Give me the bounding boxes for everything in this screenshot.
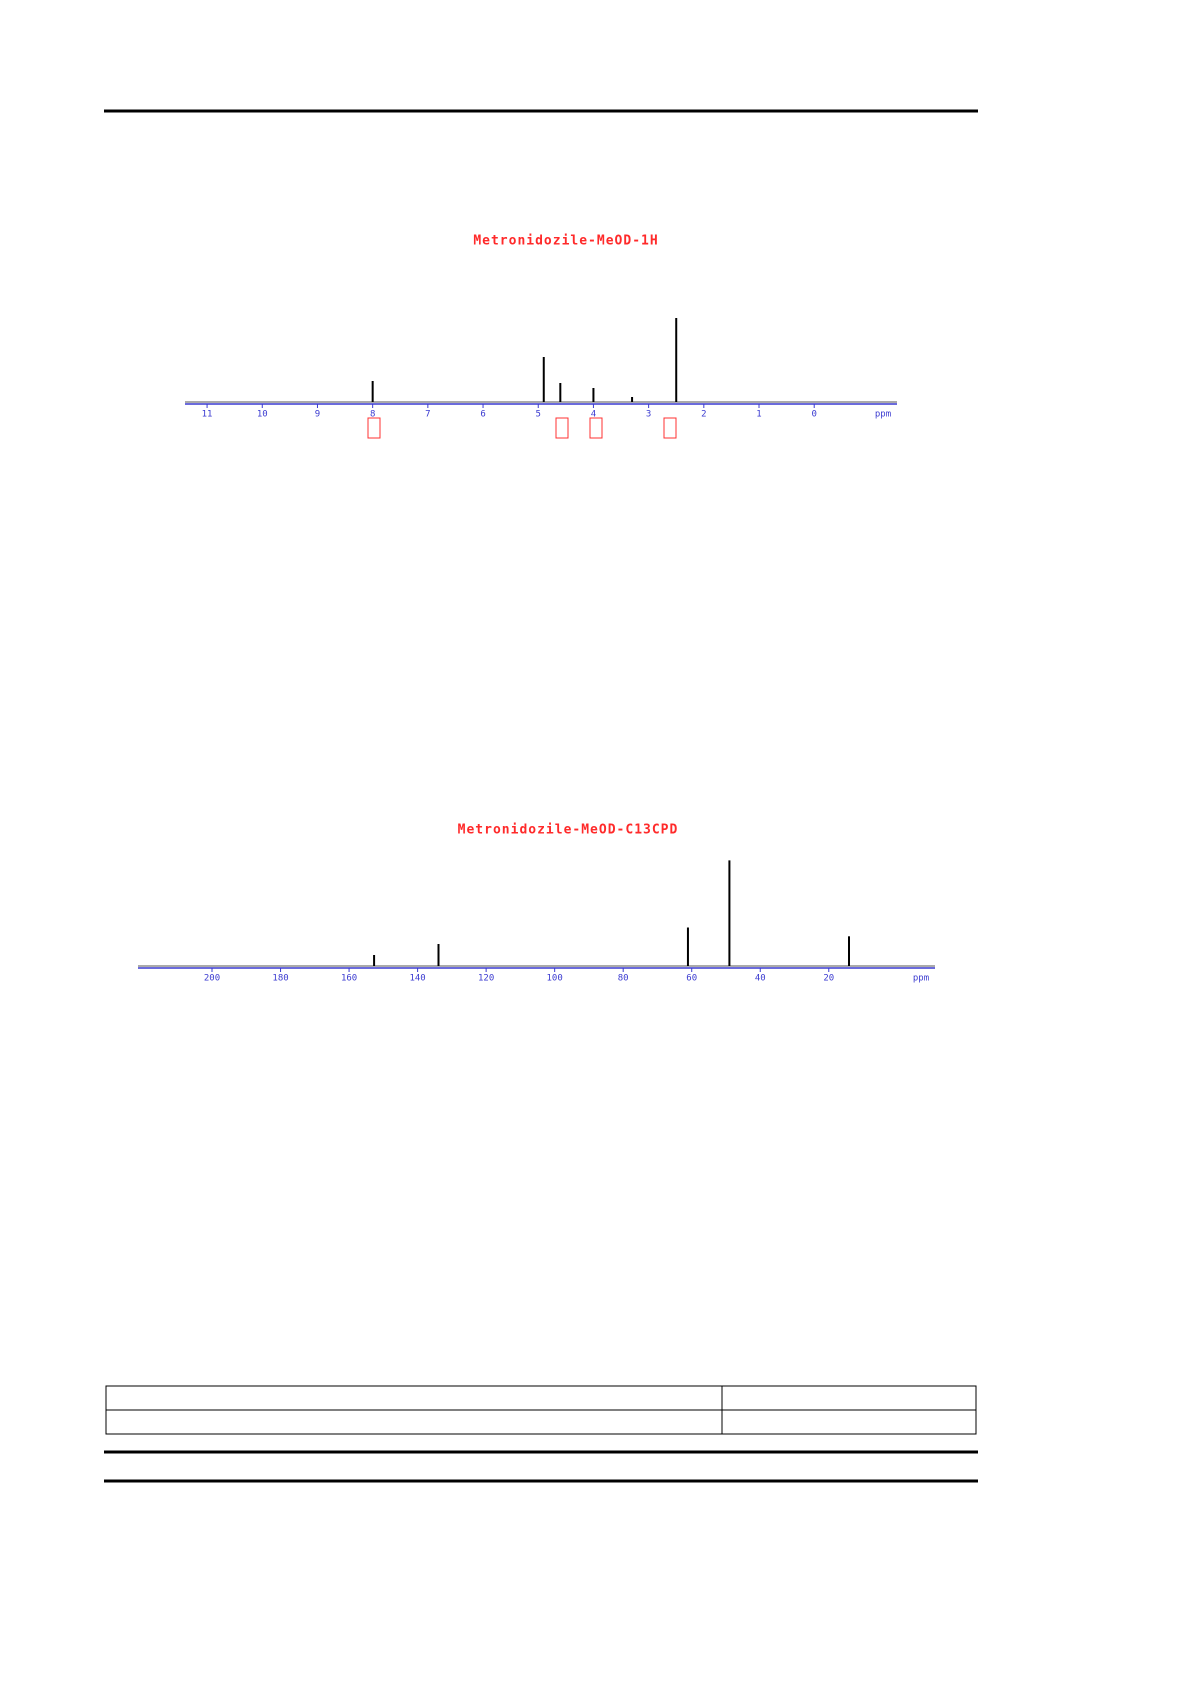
x-tick-label: 0 [811, 410, 816, 420]
x-tick-label: 40 [755, 974, 766, 984]
x-tick-label: 60 [686, 974, 697, 984]
spectrum-title: Metronidozile-MeOD-C13CPD [458, 823, 679, 838]
x-tick-label: 180 [272, 974, 288, 984]
x-tick-label: 10 [257, 410, 268, 420]
x-tick-label: 80 [618, 974, 629, 984]
table [105, 1385, 977, 1435]
integration-marks [367, 417, 677, 439]
x-tick-label: 3 [646, 410, 651, 420]
x-tick-label: 100 [547, 974, 563, 984]
x-tick-label: 5 [536, 410, 541, 420]
x-tick-label: 1 [756, 410, 761, 420]
x-tick-label: 160 [341, 974, 357, 984]
spectrum-title: Metronidozile-MeOD-1H [473, 234, 658, 249]
x-tick-label: 6 [480, 410, 485, 420]
x-tick-label: 200 [204, 974, 220, 984]
x-tick-label: 2 [701, 410, 706, 420]
x-axis-label: ppm [875, 410, 891, 420]
x-tick-label: 4 [591, 410, 596, 420]
x-tick-label: 7 [425, 410, 430, 420]
x-axis-label: ppm [913, 974, 929, 984]
x-tick-label: 120 [478, 974, 494, 984]
x-tick-label: 20 [823, 974, 834, 984]
x-tick-label: 8 [370, 410, 375, 420]
x-tick-label: 11 [202, 410, 213, 420]
x-tick-label: 140 [409, 974, 425, 984]
x-tick-label: 9 [315, 410, 320, 420]
